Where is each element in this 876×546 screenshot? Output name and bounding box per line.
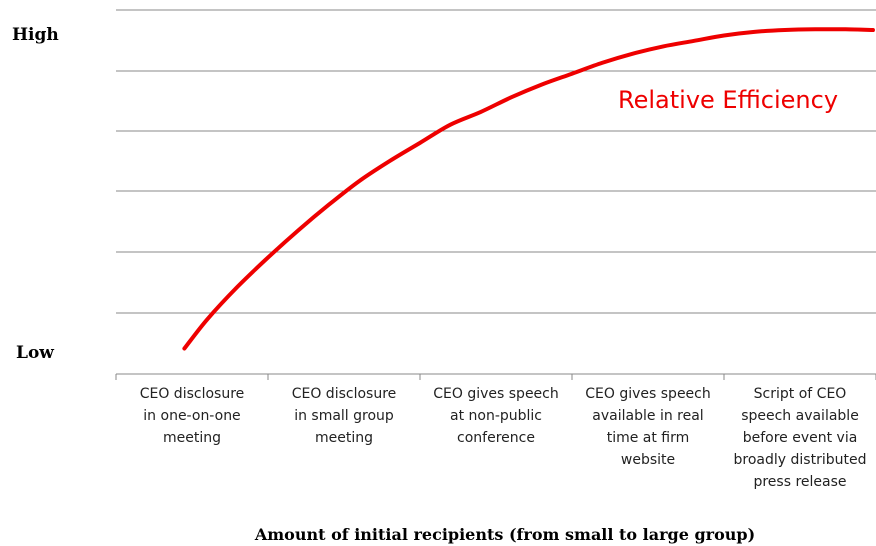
category-label-line: CEO gives speech bbox=[585, 386, 711, 402]
category-label-line: meeting bbox=[315, 430, 373, 446]
y-axis-low-label: Low bbox=[16, 343, 54, 363]
category-label: CEO gives speech at non-public conference bbox=[433, 386, 559, 446]
category-label-line: CEO disclosure bbox=[140, 386, 245, 402]
x-axis-ticks bbox=[115, 374, 876, 380]
category-label-line: in small group bbox=[294, 408, 394, 424]
category-label-line: press release bbox=[753, 474, 846, 490]
category-label-line: available in real bbox=[592, 408, 703, 424]
category-label: Script of CEO speech available before even… bbox=[734, 386, 867, 490]
series-label-relative-efficiency: Relative Efficiency bbox=[618, 86, 838, 114]
category-label-line: CEO gives speech bbox=[433, 386, 559, 402]
category-label-line: conference bbox=[457, 430, 535, 446]
category-label-line: in one-on-one bbox=[143, 408, 240, 424]
category-label: CEO disclosure in small group meeting bbox=[292, 386, 397, 446]
category-label-line: at non-public bbox=[450, 408, 542, 424]
category-label-line: meeting bbox=[163, 430, 221, 446]
x-axis-title: Amount of initial recipients (from small… bbox=[254, 525, 755, 544]
category-label-line: website bbox=[621, 452, 675, 468]
gridlines bbox=[116, 9, 876, 375]
category-label-line: speech available bbox=[741, 408, 859, 424]
category-label-line: Script of CEO bbox=[754, 386, 847, 402]
category-label-line: before event via bbox=[743, 430, 858, 446]
category-label-line: CEO disclosure bbox=[292, 386, 397, 402]
category-label-line: time at firm bbox=[607, 430, 690, 446]
category-label-line: broadly distributed bbox=[734, 452, 867, 468]
y-axis-high-label: High bbox=[12, 25, 59, 45]
category-label: CEO disclosure in one-on-one meeting bbox=[140, 386, 245, 446]
series-line-relative-efficiency bbox=[182, 27, 875, 351]
category-label: CEO gives speech available in real time at… bbox=[585, 386, 711, 468]
